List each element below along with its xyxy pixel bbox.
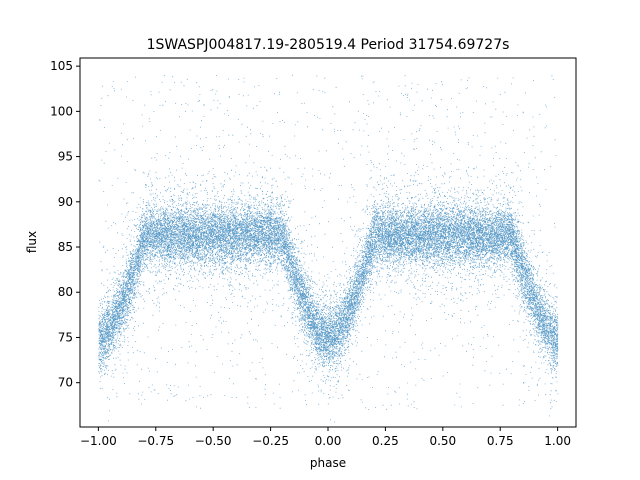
y-tick-label: 90 — [58, 195, 73, 209]
x-tick-label: 0.75 — [487, 434, 514, 448]
x-axis-ticks: −1.00 −0.75 −0.50 −0.25 0.00 0.25 0.50 0.75 1.00 — [80, 427, 571, 448]
y-tick-label: 75 — [58, 330, 73, 344]
y-axis-ticks: 70 75 80 85 90 95 100 105 — [50, 59, 80, 390]
scatter-points — [98, 74, 559, 423]
chart-title: 1SWASPJ004817.19-280519.4 Period 31754.6… — [147, 37, 510, 53]
x-tick-label: 0.25 — [372, 434, 399, 448]
y-tick-label: 105 — [50, 59, 73, 73]
x-tick-label: −0.50 — [195, 434, 232, 448]
x-tick-label: 0.00 — [315, 434, 342, 448]
flux-points — [98, 74, 559, 423]
y-tick-label: 100 — [50, 104, 73, 118]
y-axis-label: flux — [25, 231, 39, 253]
y-tick-label: 80 — [58, 285, 73, 299]
y-tick-label: 95 — [58, 150, 73, 164]
x-tick-label: −0.75 — [137, 434, 174, 448]
x-tick-label: 1.00 — [544, 434, 571, 448]
x-tick-label: −1.00 — [80, 434, 117, 448]
y-tick-label: 85 — [58, 240, 73, 254]
x-tick-label: −0.25 — [252, 434, 289, 448]
y-tick-label: 70 — [58, 376, 73, 390]
x-axis-label: phase — [310, 456, 346, 470]
x-tick-label: 0.50 — [429, 434, 456, 448]
